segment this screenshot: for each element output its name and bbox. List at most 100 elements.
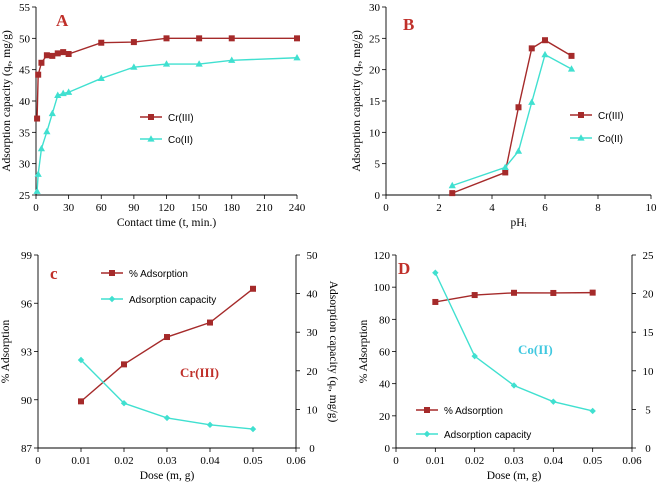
x-tick-label: 30 xyxy=(63,202,75,214)
y-tick-label: 0 xyxy=(385,443,391,455)
data-point xyxy=(293,53,301,61)
data-point xyxy=(294,35,300,42)
x-tick-label: 0.01 xyxy=(71,455,90,467)
y2-tick-label: 40 xyxy=(307,289,319,301)
x-axis-title: Contact time (t, min.) xyxy=(117,217,216,229)
data-point xyxy=(568,52,575,59)
series-2 xyxy=(432,269,596,415)
x-tick-label: 0 xyxy=(33,202,39,214)
data-point xyxy=(65,88,73,95)
series-2 xyxy=(33,53,301,194)
data-point xyxy=(163,414,171,422)
data-point xyxy=(250,285,256,292)
data-point xyxy=(48,109,56,117)
x-tick-label: 240 xyxy=(289,202,306,214)
y-tick-label: 55 xyxy=(19,2,31,14)
panel-letter: A xyxy=(56,11,69,30)
x-tick-label: 0.03 xyxy=(157,455,177,467)
y-tick-label: 20 xyxy=(379,411,391,423)
y2-tick-label: 0 xyxy=(309,443,315,455)
data-point xyxy=(228,35,235,42)
x-tick-label: 60 xyxy=(96,202,108,214)
data-point xyxy=(511,289,517,296)
legend: Cr(III) Co(II) xyxy=(140,113,194,146)
y-tick-label: 90 xyxy=(21,395,33,407)
data-point xyxy=(471,292,478,299)
legend-label: % Adsorption xyxy=(444,406,503,417)
y-tick-label: 30 xyxy=(19,159,31,171)
data-point xyxy=(589,407,596,415)
y2-axis-title: Adsorption capacity (qₑ, mg/g) xyxy=(327,281,339,423)
x-tick-label: 4 xyxy=(489,202,495,214)
data-point xyxy=(471,352,478,360)
y-tick-label: 25 xyxy=(369,33,381,45)
data-point xyxy=(195,60,203,67)
chart-panel-a: 0 30 60 90 120 150 180 210 240 25 30 35 40 45 50 55 Cont… xyxy=(1,2,306,229)
data-point xyxy=(97,74,105,82)
series-1 xyxy=(78,285,256,405)
x-axis-title: pHᵢ xyxy=(511,217,527,229)
panel-letter: B xyxy=(403,15,414,34)
legend-marker xyxy=(578,112,584,118)
y-axis-title: % Adsorption xyxy=(0,319,12,383)
data-point xyxy=(65,51,72,57)
y2-tick-label: 50 xyxy=(307,250,319,262)
data-point xyxy=(550,289,557,296)
y-tick-label: 20 xyxy=(369,65,381,77)
y-tick-label: 0 xyxy=(375,190,381,202)
x-tick-label: 180 xyxy=(224,202,241,214)
x-tick-label: 0.06 xyxy=(286,455,306,467)
legend-marker xyxy=(148,114,154,120)
panel-letter: c xyxy=(50,264,58,283)
data-point xyxy=(542,37,548,44)
series-line xyxy=(36,37,297,119)
x-tick-label: 0.05 xyxy=(243,455,263,467)
data-point xyxy=(54,50,61,57)
inner-label: Co(II) xyxy=(518,342,553,357)
x-tick-label: 90 xyxy=(128,202,140,214)
x-tick-label: 0 xyxy=(35,455,41,467)
data-point xyxy=(33,187,41,194)
data-point xyxy=(432,269,439,276)
y-tick-label: 100 xyxy=(374,282,391,294)
x-tick-label: 0.03 xyxy=(504,455,524,467)
data-point xyxy=(448,181,456,189)
y-tick-label: 96 xyxy=(21,298,33,310)
series-1 xyxy=(449,37,575,197)
chart-panel-b: 0 2 4 6 8 10 0 5 10 15 20 25 30 pHᵢ Adsorption capacit… xyxy=(351,2,657,229)
data-point xyxy=(121,361,127,368)
data-point xyxy=(34,115,41,122)
y-tick-label: 15 xyxy=(369,96,381,108)
panel-letter: D xyxy=(398,259,410,278)
data-point xyxy=(164,334,170,341)
data-point xyxy=(49,52,56,59)
data-point xyxy=(510,382,518,389)
x-tick-label: 0.01 xyxy=(426,455,445,467)
data-point xyxy=(515,104,522,111)
x-tick-label: 10 xyxy=(646,202,658,214)
data-point xyxy=(249,425,257,433)
data-point xyxy=(550,398,557,405)
data-point xyxy=(228,56,236,63)
y-tick-label: 80 xyxy=(379,314,391,326)
legend-marker xyxy=(424,407,430,413)
x-tick-label: 0.04 xyxy=(200,455,220,467)
y2-tick-label: 25 xyxy=(643,250,655,262)
y2-tick-label: 15 xyxy=(643,327,655,339)
data-point xyxy=(37,144,46,152)
data-point xyxy=(196,35,203,42)
x-tick-label: 0 xyxy=(393,455,399,467)
series-2 xyxy=(77,356,257,433)
data-point xyxy=(514,147,523,154)
x-tick-label: 0 xyxy=(383,202,389,214)
y-tick-label: 40 xyxy=(379,379,391,391)
data-point xyxy=(38,59,45,66)
y2-tick-label: 0 xyxy=(645,443,651,455)
data-point xyxy=(78,398,84,405)
data-point xyxy=(43,127,51,135)
series-2 xyxy=(448,50,576,189)
data-point xyxy=(567,65,576,72)
y-tick-label: 35 xyxy=(19,127,31,139)
series-line xyxy=(452,53,572,187)
inner-label: Cr(III) xyxy=(180,365,219,380)
